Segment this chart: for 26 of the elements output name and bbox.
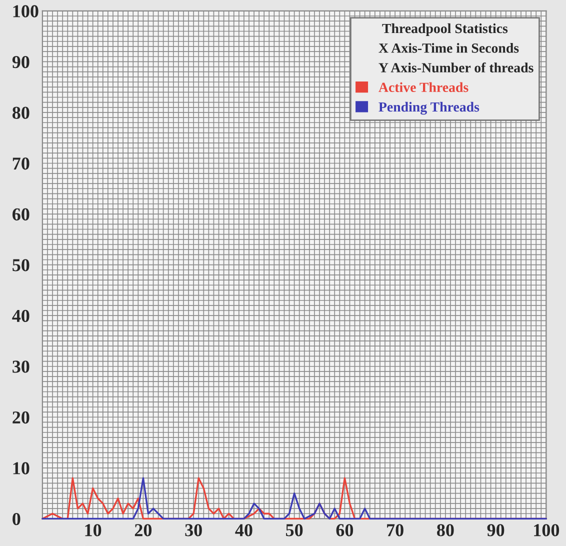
x-tick-label: 60 bbox=[336, 524, 354, 536]
y-tick-label: 100 bbox=[13, 5, 38, 18]
y-tick-label: 10 bbox=[13, 462, 30, 474]
y-tick-label: 90 bbox=[12, 56, 30, 68]
x-tick-label: 70 bbox=[387, 524, 404, 536]
legend-title: Threadpool Statistics bbox=[382, 23, 508, 36]
x-tick-label: 10 bbox=[85, 524, 102, 536]
legend-label: Active Threads bbox=[378, 82, 468, 92]
x-tick-label: 30 bbox=[185, 524, 202, 536]
annotation: Y Axis-Number of threads bbox=[378, 62, 534, 72]
x-tick-label: 80 bbox=[437, 524, 454, 536]
y-tick-label: 70 bbox=[12, 158, 30, 170]
x-tick-label: 20 bbox=[134, 524, 152, 536]
y-tick-label: 0 bbox=[12, 512, 20, 526]
y-tick-label: 20 bbox=[12, 411, 30, 424]
y-tick-label: 80 bbox=[12, 106, 30, 119]
y-tick-label: 30 bbox=[12, 360, 30, 373]
annotation: X Axis-Time in Seconds bbox=[378, 43, 519, 53]
legend-label: Pending Threads bbox=[378, 102, 480, 115]
x-tick-label: 50 bbox=[286, 524, 303, 536]
y-tick-label: 60 bbox=[12, 208, 30, 220]
x-tick-label: 90 bbox=[487, 524, 504, 536]
x-tick-label: 40 bbox=[235, 524, 252, 536]
x-tick-label: 100 bbox=[534, 524, 560, 536]
y-tick-label: 40 bbox=[12, 310, 30, 322]
y-tick-label: 50 bbox=[12, 259, 30, 272]
